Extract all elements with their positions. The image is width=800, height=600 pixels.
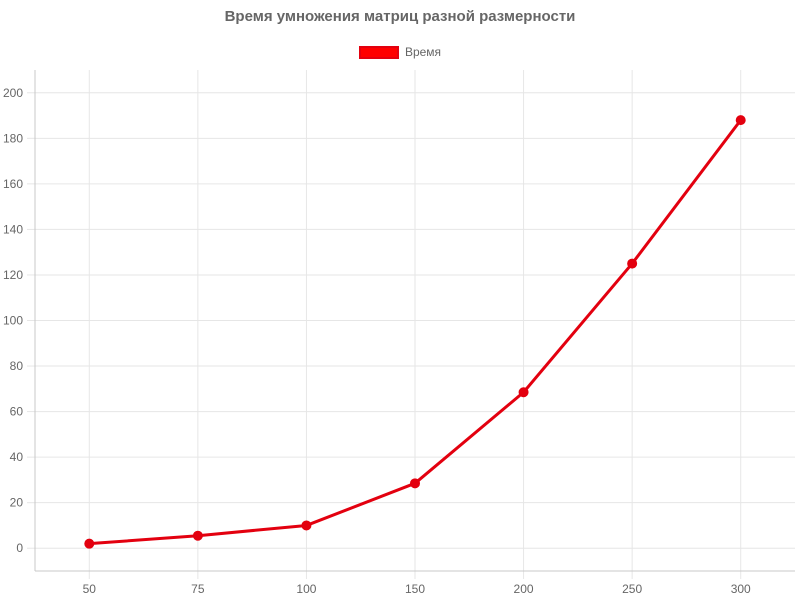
- data-point: [518, 387, 529, 398]
- x-tick-label: 50: [83, 582, 97, 596]
- y-tick-label: 20: [10, 496, 24, 510]
- data-point: [627, 258, 638, 269]
- y-tick-label: 140: [3, 222, 23, 236]
- data-point: [192, 530, 203, 541]
- y-tick-label: 40: [10, 450, 24, 464]
- data-point: [84, 538, 95, 549]
- y-tick-label: 0: [16, 541, 23, 555]
- legend[interactable]: Время: [0, 45, 800, 59]
- chart-title: Время умножения матриц разной размерност…: [224, 8, 576, 25]
- x-tick-label: 100: [296, 582, 316, 596]
- y-tick-label: 100: [3, 314, 23, 328]
- data-point: [735, 115, 746, 126]
- x-tick-label: 250: [622, 582, 642, 596]
- y-tick-label: 120: [3, 268, 23, 282]
- y-tick-label: 60: [10, 405, 24, 419]
- x-tick-label: 200: [514, 582, 534, 596]
- data-point: [410, 478, 420, 489]
- legend-label: Время: [404, 45, 442, 59]
- data-point: [301, 520, 312, 531]
- legend-swatch: [358, 45, 399, 59]
- x-tick-label: 75: [191, 582, 205, 596]
- y-tick-label: 200: [3, 86, 23, 100]
- x-tick-label: 300: [731, 582, 751, 596]
- y-tick-label: 180: [3, 131, 23, 145]
- y-tick-label: 160: [3, 177, 23, 191]
- x-tick-label: 150: [405, 582, 425, 596]
- y-tick-label: 80: [10, 359, 24, 373]
